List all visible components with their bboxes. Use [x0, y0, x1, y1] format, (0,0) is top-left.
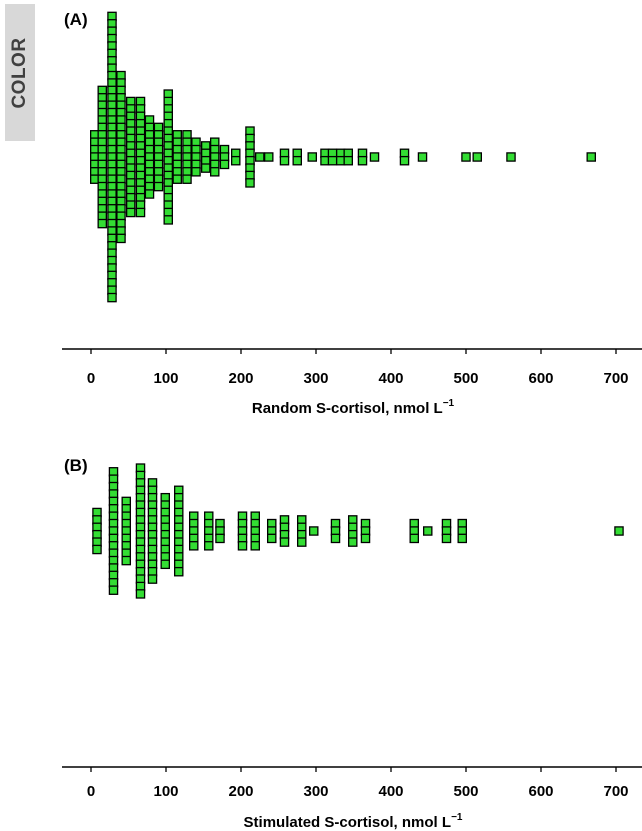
data-point-marker — [279, 155, 290, 166]
x-tick-label: 100 — [153, 783, 178, 800]
data-point-marker — [153, 181, 164, 192]
data-point-marker — [215, 533, 225, 544]
panel-b-markers — [92, 463, 624, 599]
data-point-marker — [461, 152, 471, 162]
data-point-marker — [144, 189, 155, 199]
data-point-marker — [107, 292, 117, 303]
data-point-marker — [357, 155, 368, 166]
x-tick-label: 0 — [87, 783, 95, 800]
data-point-marker — [457, 533, 467, 544]
data-point-marker — [147, 574, 158, 584]
panel-a-x-axis-title-text: Random S-cortisol, nmol L — [252, 400, 443, 417]
data-point-marker — [230, 155, 241, 166]
x-tick-label: 400 — [378, 783, 403, 800]
data-point-marker — [219, 159, 230, 170]
data-point-marker — [506, 152, 516, 162]
panel-a-x-axis-title-superscript: −1 — [443, 398, 455, 409]
x-tick-label: 300 — [303, 783, 328, 800]
data-point-marker — [307, 152, 317, 162]
panel-b-x-axis-title: Stimulated S-cortisol, nmol L−1 — [244, 812, 463, 831]
x-tick-label: 200 — [228, 783, 253, 800]
panel-b-x-ticks: 0 100 200 300 400 500 600 700 — [87, 767, 629, 800]
data-point-marker — [135, 207, 146, 218]
x-tick-label: 200 — [228, 370, 253, 387]
data-point-marker — [347, 537, 358, 547]
data-point-marker — [200, 163, 211, 173]
data-point-marker — [163, 215, 173, 225]
x-tick-label: 500 — [453, 783, 478, 800]
panel-b-x-axis-title-text: Stimulated S-cortisol, nmol L — [244, 814, 452, 831]
data-point-marker — [586, 152, 597, 162]
data-point-marker — [126, 207, 136, 218]
panel-a: (A) 0 100 200 300 400 500 600 700 Random S-cort… — [62, 10, 642, 417]
data-point-marker — [121, 555, 132, 566]
data-point-marker — [360, 533, 371, 544]
data-point-marker — [108, 585, 119, 595]
panel-a-x-axis-title: Random S-cortisol, nmol L−1 — [252, 398, 455, 417]
data-point-marker — [254, 152, 265, 162]
data-point-marker — [250, 541, 260, 551]
data-point-marker — [97, 218, 108, 229]
x-tick-label: 0 — [87, 370, 95, 387]
x-tick-label: 400 — [378, 370, 403, 387]
data-point-marker — [308, 526, 319, 536]
data-point-marker — [422, 526, 433, 536]
data-point-marker — [330, 533, 341, 544]
data-point-marker — [245, 178, 255, 188]
data-point-marker — [472, 152, 482, 162]
data-point-marker — [173, 566, 184, 577]
panel-label-b: (B) — [64, 456, 88, 475]
data-point-marker — [441, 533, 452, 544]
data-point-marker — [266, 533, 277, 544]
data-point-marker — [614, 526, 624, 536]
panel-a-markers — [90, 11, 597, 303]
x-tick-label: 600 — [528, 370, 553, 387]
x-tick-label: 700 — [603, 783, 628, 800]
data-point-marker — [172, 174, 182, 184]
data-point-marker — [296, 537, 307, 547]
data-point-marker — [263, 152, 274, 162]
panel-label-a: (A) — [64, 10, 88, 29]
data-point-marker — [191, 167, 201, 177]
data-point-marker — [292, 155, 302, 166]
data-point-marker — [343, 155, 353, 166]
panel-a-x-ticks: 0 100 200 300 400 500 600 700 — [87, 349, 629, 387]
data-point-marker — [327, 155, 338, 166]
data-point-marker — [135, 589, 146, 599]
x-tick-label: 700 — [603, 370, 628, 387]
x-tick-label: 300 — [303, 370, 328, 387]
panel-b: (B) 0 100 200 300 400 500 600 700 Stimulated S-… — [62, 456, 642, 831]
data-point-marker — [182, 174, 192, 184]
data-point-marker — [188, 541, 199, 551]
data-point-marker — [399, 155, 410, 166]
color-side-tab: COLOR — [5, 4, 35, 141]
data-point-marker — [203, 541, 214, 551]
panel-b-x-axis-title-superscript: −1 — [451, 812, 463, 823]
data-point-marker — [116, 233, 126, 244]
x-tick-label: 500 — [453, 370, 478, 387]
data-point-marker — [237, 541, 248, 551]
data-point-marker — [417, 152, 428, 162]
data-point-marker — [369, 152, 380, 162]
x-tick-label: 600 — [528, 783, 553, 800]
data-point-marker — [409, 533, 419, 544]
data-point-marker — [209, 167, 220, 177]
data-point-marker — [92, 544, 102, 555]
x-tick-label: 100 — [153, 370, 178, 387]
data-point-marker — [279, 537, 290, 547]
data-point-marker — [160, 559, 170, 570]
